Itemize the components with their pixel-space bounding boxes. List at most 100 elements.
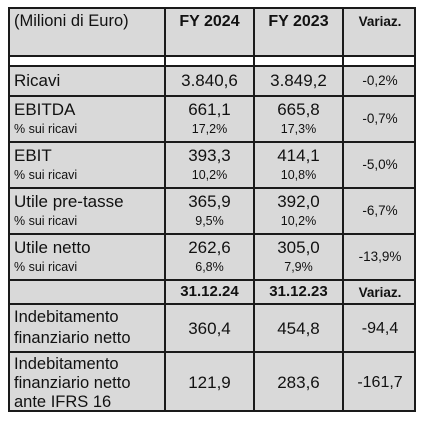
grid-line [342,7,344,412]
grid-line [253,7,255,412]
row-label: Utile netto [14,238,91,257]
row-sublabel: % sui ricavi [14,122,78,136]
var-cell: -0,7% [344,97,416,141]
var-cell: -6,7% [344,189,416,233]
header2-cell-empty [8,281,164,303]
row-label-cell: Utile netto % sui ricavi [8,235,164,279]
row-ebitda: EBITDA % sui ricavi 661,1 17,2% 665,8 17… [8,97,416,141]
value-cell: 121,9 [166,353,253,412]
header2-cell-var: Variaz. [344,281,416,303]
row-label-line2: finanziario netto [14,374,131,392]
row-ebit: EBIT % sui ricavi 393,3 10,2% 414,1 10,8… [8,143,416,187]
col-date-2024-header: 31.12.24 [180,283,239,300]
header-cell-unit: (Milioni di Euro) [8,7,164,55]
value-cell: 365,9 9,5% [166,189,253,233]
value-cell: 305,0 7,9% [255,235,342,279]
pct-2023: 10,2% [280,214,317,228]
grid-line [8,55,416,57]
grid-line [8,95,416,97]
unit-label: (Milioni di Euro) [14,12,129,30]
col-date-2023-header: 31.12.23 [269,283,328,300]
value-var: -0,7% [362,111,398,126]
row-utile-pre-tasse: Utile pre-tasse % sui ricavi 365,9 9,5% … [8,189,416,233]
row-sublabel: % sui ricavi [14,214,78,228]
spacer-row [8,57,416,67]
pct-2023: 17,3% [280,122,317,136]
row-label-cell: Utile pre-tasse % sui ricavi [8,189,164,233]
value-var: -94,4 [361,320,399,337]
var-cell: -94,4 [344,305,416,351]
value-2023: 3.849,2 [270,71,327,90]
row-label-cell: Indebitamento finanziario netto [8,305,164,351]
grid-line [8,187,416,189]
row-label: Ricavi [14,71,61,90]
var-cell: -161,7 [344,353,416,412]
spacer-cell [344,57,416,67]
row-label-cell: Ricavi [8,67,164,95]
row-utile-netto: Utile netto % sui ricavi 262,6 6,8% 305,… [8,235,416,279]
header-row: (Milioni di Euro) FY 2024 FY 2023 Variaz… [8,7,416,55]
row-label: EBIT [14,146,52,165]
col-fy2024-header: FY 2024 [179,13,240,30]
pct-2024: 6,8% [195,260,224,274]
row-label-cell: EBITDA % sui ricavi [8,97,164,141]
header2-row: 31.12.24 31.12.23 Variaz. [8,281,416,303]
value-2024: 661,1 [188,100,231,119]
pct-2024: 10,2% [191,168,228,182]
header-cell-var: Variaz. [344,7,416,55]
var-cell: -5,0% [344,143,416,187]
value-31-12-23: 283,6 [277,373,320,392]
row-label: Utile pre-tasse [14,192,124,211]
row-ricavi: Ricavi 3.840,6 3.849,2 -0,2% [8,67,416,95]
value-2023: 392,0 [277,192,320,211]
value-31-12-24: 121,9 [188,373,231,392]
pct-2024: 17,2% [191,122,228,136]
row-sublabel: % sui ricavi [14,260,78,274]
value-cell: 393,3 10,2% [166,143,253,187]
value-var: -5,0% [362,157,398,172]
value-2023: 665,8 [277,100,320,119]
value-var: -0,2% [362,73,398,88]
row-sublabel: % sui ricavi [14,168,78,182]
value-cell: 661,1 17,2% [166,97,253,141]
value-cell: 665,8 17,3% [255,97,342,141]
grid-line [8,303,416,305]
financial-table: (Milioni di Euro) FY 2024 FY 2023 Variaz… [8,7,416,412]
grid-line-right [414,7,416,412]
row-label-line1: Indebitamento [14,355,119,373]
row-indebitamento-ante-ifrs16: Indebitamento finanziario netto ante IFR… [8,353,416,412]
row-label-line1: Indebitamento [14,308,119,326]
row-label-line2: finanziario netto [14,329,131,347]
spacer-cell [255,57,342,67]
row-label: EBITDA [14,100,76,119]
value-cell: 3.840,6 [166,67,253,95]
row-indebitamento: Indebitamento finanziario netto 360,4 45… [8,305,416,351]
row-label-cell: Indebitamento finanziario netto ante IFR… [8,353,164,412]
value-2024: 262,6 [188,238,231,257]
pct-2024: 9,5% [195,214,224,228]
col-var2-header: Variaz. [358,285,402,300]
grid-line [8,65,416,67]
grid-line [8,141,416,143]
value-var: -6,7% [362,203,398,218]
value-cell: 392,0 10,2% [255,189,342,233]
value-2024: 3.840,6 [181,71,238,90]
value-31-12-23: 454,8 [277,319,320,338]
grid-line [164,7,166,412]
grid-line-top [8,7,416,9]
value-2024: 393,3 [188,146,231,165]
spacer-cell [8,57,164,67]
grid-line [8,279,416,281]
value-2023: 305,0 [277,238,320,257]
col-fy2023-header: FY 2023 [268,13,329,30]
spacer-cell [166,57,253,67]
grid-line [8,351,416,353]
col-var-header: Variaz. [358,14,402,29]
value-cell: 414,1 10,8% [255,143,342,187]
pct-2023: 7,9% [284,260,313,274]
pct-2023: 10,8% [280,168,317,182]
value-var: -13,9% [358,249,402,264]
value-cell: 283,6 [255,353,342,412]
header2-cell-b: 31.12.23 [255,281,342,303]
value-cell: 3.849,2 [255,67,342,95]
